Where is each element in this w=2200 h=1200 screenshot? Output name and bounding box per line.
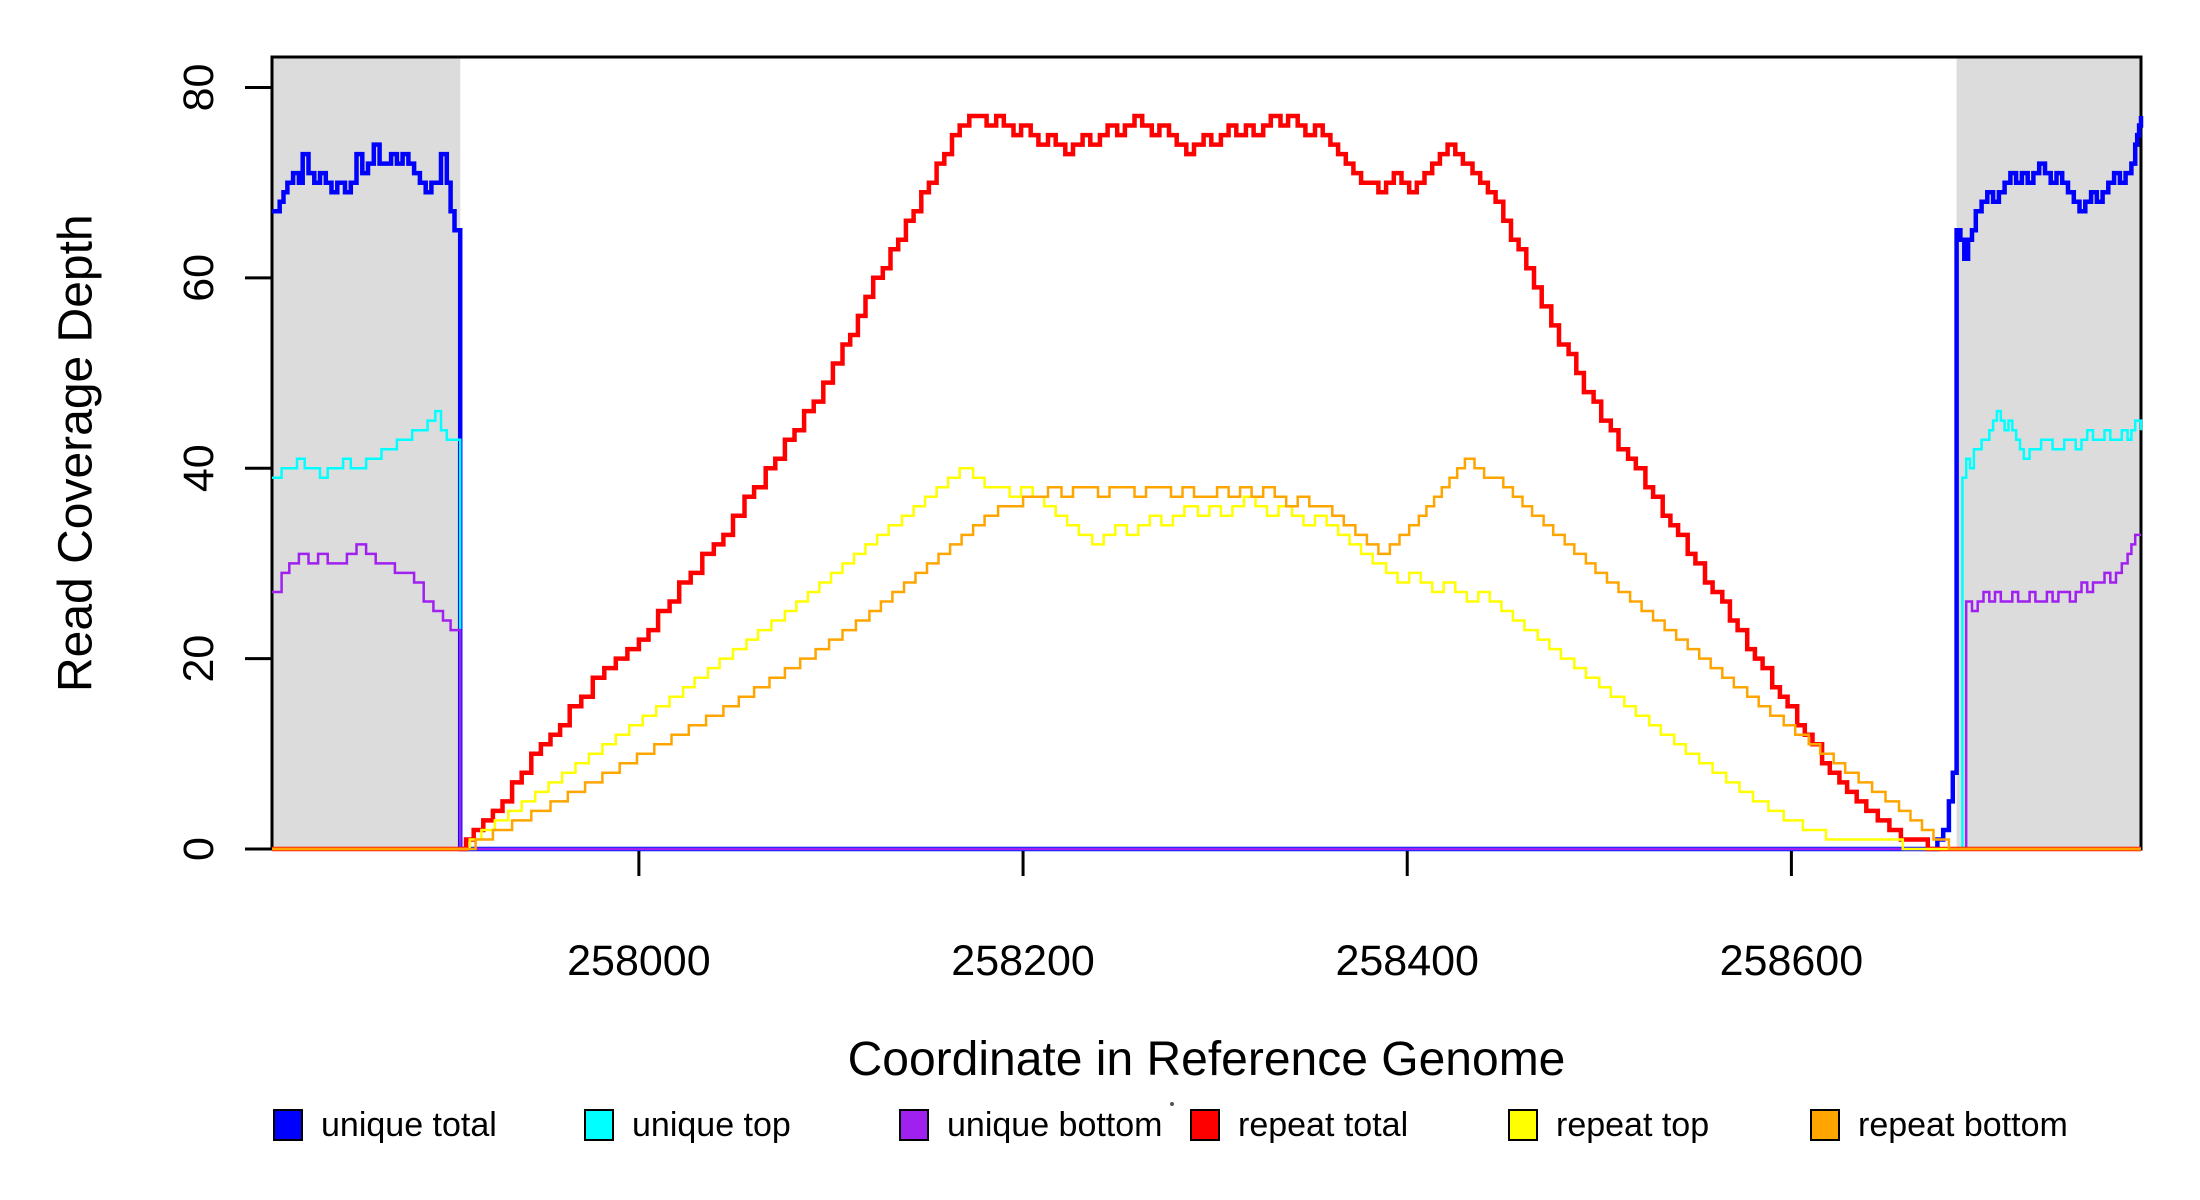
series-repeat-total (272, 113, 2141, 852)
y-tick-label: 40 (175, 444, 223, 492)
stray-dot (1170, 1102, 1174, 1106)
series-unique-top (272, 409, 2143, 851)
y-tick-label: 80 (175, 64, 223, 112)
series-unique-total (272, 116, 2144, 852)
x-tick-label: 258000 (567, 937, 711, 985)
x-tick-label: 258600 (1720, 937, 1864, 985)
y-axis-title: Read Coverage Depth (49, 214, 103, 692)
x-axis-title: Coordinate in Reference Genome (847, 1033, 1566, 1086)
y-tick-label: 60 (175, 254, 223, 302)
x-tick-label: 258400 (1335, 937, 1479, 985)
series-repeat-top (272, 466, 2141, 851)
y-tick-label: 20 (175, 635, 223, 683)
shaded-region-0 (272, 57, 461, 849)
series-unique-bottom (272, 533, 2141, 851)
x-tick-label: 258200 (951, 937, 1095, 985)
y-tick-label: 0 (175, 837, 223, 861)
plot-box (270, 55, 2143, 851)
series-repeat-bottom (272, 457, 2141, 851)
